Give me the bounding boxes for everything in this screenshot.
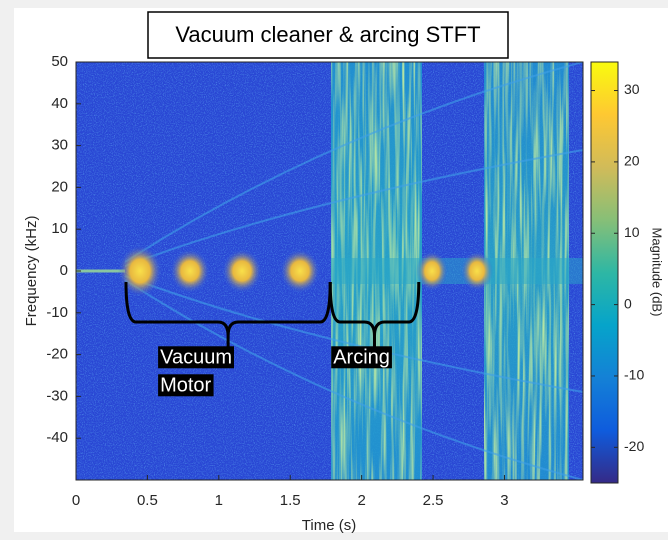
- colorbar-tick-label: 30: [624, 81, 640, 97]
- y-tick-label: -40: [46, 429, 68, 446]
- y-tick-label: -20: [46, 346, 68, 363]
- y-axis-label: Frequency (kHz): [23, 216, 40, 327]
- brace: [124, 281, 332, 365]
- harmonic-curve: [124, 62, 583, 480]
- annotation-label: Arcing: [331, 346, 392, 369]
- x-tick-label: 0.5: [137, 492, 158, 509]
- colorbar-tick-label: -10: [624, 367, 644, 383]
- motor-blob: [416, 251, 448, 291]
- motor-blob: [280, 249, 320, 293]
- x-tick-label: 2.5: [423, 492, 444, 509]
- motor-blob: [222, 249, 262, 293]
- x-tick-label: 1.5: [280, 492, 301, 509]
- motor-blob: [118, 245, 162, 297]
- y-tick-label: 10: [51, 220, 68, 237]
- annotation-text: Motor: [160, 374, 211, 396]
- annotation-background: [331, 346, 392, 369]
- annotation-text: Vacuum: [160, 346, 232, 368]
- annotation-label: Motor: [158, 374, 214, 397]
- y-tick-label: 20: [51, 178, 68, 195]
- annotation-background: [158, 346, 234, 369]
- spectrogram-image: [76, 62, 583, 480]
- y-tick-label: 0: [60, 262, 68, 279]
- y-tick-label: 50: [51, 53, 68, 70]
- x-tick-label: 3: [500, 492, 508, 509]
- motor-blob: [461, 251, 493, 291]
- colorbar-label: Magnitude (dB): [650, 228, 665, 317]
- colorbar: [590, 61, 619, 484]
- motor-blob: [170, 249, 210, 293]
- y-tick-label: -10: [46, 304, 68, 321]
- colorbar-tick-label: -20: [624, 438, 644, 454]
- title-box: [147, 11, 509, 59]
- x-axis-label: Time (s): [302, 517, 356, 534]
- x-tick-label: 2: [357, 492, 365, 509]
- chart-title: Vacuum cleaner & arcing STFT: [175, 22, 480, 47]
- y-tick-label: -30: [46, 387, 68, 404]
- colorbar-tick-label: 0: [624, 295, 632, 311]
- y-tick-label: 30: [51, 137, 68, 154]
- x-tick-label: 1: [215, 492, 223, 509]
- x-tick-label: 0: [72, 492, 80, 509]
- annotation-label: Vacuum: [158, 346, 234, 369]
- colorbar-tick-label: 10: [624, 224, 640, 240]
- dc-band: [331, 258, 583, 284]
- brace: [328, 281, 421, 365]
- y-tick-label: 40: [51, 95, 68, 112]
- annotation-text: Arcing: [333, 346, 390, 368]
- annotation-background: [158, 374, 214, 397]
- colorbar-tick-label: 20: [624, 153, 640, 169]
